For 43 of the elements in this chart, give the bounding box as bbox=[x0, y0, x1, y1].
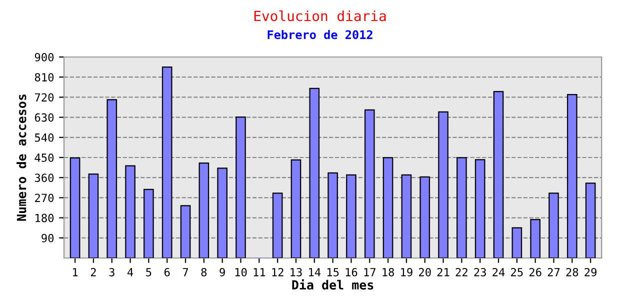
x-tick-label: 21 bbox=[437, 268, 450, 276]
x-tick-label: 3 bbox=[109, 268, 114, 276]
y-tick-label: 360 bbox=[34, 174, 54, 182]
x-tick-label: 19 bbox=[401, 268, 412, 276]
y-tick-label: 540 bbox=[34, 133, 54, 142]
x-tick-label: 4 bbox=[127, 268, 134, 276]
x-tick-label: 16 bbox=[346, 268, 358, 276]
x-tick-label: 15 bbox=[327, 268, 339, 276]
y-tick-label: 630 bbox=[34, 113, 54, 122]
y-tick-label: 90 bbox=[42, 234, 54, 242]
x-tick-label: 12 bbox=[272, 268, 284, 276]
y-tick-label: 270 bbox=[35, 194, 54, 202]
x-tick-label: 20 bbox=[418, 268, 431, 276]
x-tick-label: 18 bbox=[382, 268, 394, 276]
x-tick-label: 2 bbox=[90, 268, 96, 276]
x-tick-label: 14 bbox=[309, 268, 321, 276]
x-tick-label: 25 bbox=[511, 268, 523, 276]
x-tick-label: 11 bbox=[254, 268, 266, 276]
x-tick-label: 29 bbox=[584, 268, 596, 276]
x-tick-label: 28 bbox=[566, 268, 578, 276]
x-tick-label: 23 bbox=[474, 268, 486, 276]
x-tick-label: 1 bbox=[73, 268, 78, 276]
x-tick-label: 6 bbox=[164, 268, 170, 276]
x-tick-label: 27 bbox=[548, 268, 560, 276]
x-tick-label: 13 bbox=[290, 268, 302, 276]
y-tick-label: 900 bbox=[34, 53, 54, 62]
x-tick-label: 26 bbox=[529, 268, 542, 276]
x-tick-label: 22 bbox=[456, 268, 468, 276]
x-axis-title: Dia del mes bbox=[292, 279, 374, 290]
chart-subtitle: Febrero de 2012 bbox=[268, 30, 372, 40]
x-tick-label: 24 bbox=[492, 268, 505, 276]
x-tick-label: 7 bbox=[182, 268, 188, 276]
x-tick-label: 10 bbox=[235, 268, 247, 276]
y-tick-label: 450 bbox=[34, 154, 54, 162]
x-tick-label: 5 bbox=[146, 268, 152, 276]
chart-title: Evolucion diaria bbox=[254, 10, 386, 22]
y-axis-title: Numero de accesos bbox=[16, 94, 26, 221]
x-tick-label: 8 bbox=[201, 268, 207, 276]
x-tick-label: 17 bbox=[364, 268, 376, 276]
x-tick-label: 9 bbox=[220, 268, 225, 276]
y-tick-label: 720 bbox=[34, 93, 54, 102]
y-tick-label: 810 bbox=[34, 73, 54, 82]
y-tick-label: 180 bbox=[36, 214, 54, 222]
